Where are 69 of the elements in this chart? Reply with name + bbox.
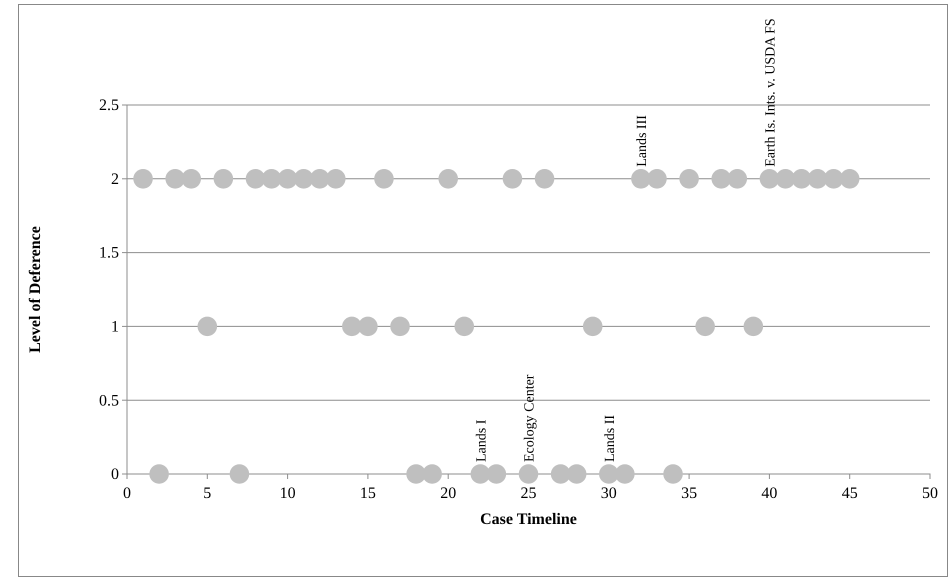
point xyxy=(422,464,442,484)
annotation: Lands III xyxy=(634,114,650,167)
point xyxy=(165,169,185,189)
x-tick-label: 25 xyxy=(520,485,536,502)
y-tick-label: 0 xyxy=(111,466,119,484)
y-tick-label: 2.5 xyxy=(99,97,119,114)
point xyxy=(566,464,586,484)
x-tick-label: 0 xyxy=(123,485,131,502)
point xyxy=(792,169,812,189)
x-tick-label: 50 xyxy=(922,485,938,502)
point xyxy=(278,169,298,189)
x-tick-label: 20 xyxy=(440,485,456,502)
point xyxy=(246,169,266,189)
point xyxy=(438,169,458,189)
x-tick-label: 45 xyxy=(842,485,858,502)
point xyxy=(470,464,490,484)
point xyxy=(728,169,748,189)
point xyxy=(486,464,506,484)
y-tick-label: 0.5 xyxy=(99,392,119,410)
point xyxy=(518,464,538,484)
point xyxy=(342,316,362,336)
point xyxy=(358,316,378,336)
point xyxy=(695,316,715,336)
point xyxy=(133,169,153,189)
point xyxy=(711,169,731,189)
x-tick-label: 5 xyxy=(203,485,212,502)
point xyxy=(615,464,635,484)
point xyxy=(808,169,828,189)
annotation: Lands I xyxy=(474,419,490,462)
y-tick-label: 2 xyxy=(111,170,119,188)
x-tick-label: 10 xyxy=(280,485,296,502)
y-tick-label: 1 xyxy=(111,318,119,336)
point xyxy=(198,316,218,336)
x-tick-label: 15 xyxy=(360,485,376,502)
point xyxy=(582,316,603,336)
point xyxy=(776,169,796,189)
point xyxy=(824,169,844,189)
y-axis-title: Level of Deference xyxy=(27,226,44,353)
point xyxy=(599,464,619,484)
point xyxy=(550,464,570,484)
point xyxy=(744,316,764,336)
annotation: Ecology Center xyxy=(522,374,538,462)
point xyxy=(534,169,554,189)
point xyxy=(406,464,426,484)
point xyxy=(454,316,474,336)
point xyxy=(390,316,410,336)
annotation: Earth Is. Ints. v. USDA FS xyxy=(763,18,778,167)
x-tick-label: 40 xyxy=(761,485,778,502)
point xyxy=(181,169,202,189)
point xyxy=(840,169,860,189)
point xyxy=(326,169,346,189)
x-tick-label: 35 xyxy=(681,485,698,502)
point xyxy=(760,169,780,189)
point xyxy=(647,169,667,189)
y-tick-label: 1.5 xyxy=(99,244,119,262)
x-tick-label: 30 xyxy=(600,485,617,502)
point xyxy=(294,169,314,189)
point xyxy=(631,169,651,189)
point xyxy=(230,464,250,484)
point xyxy=(149,464,169,484)
point xyxy=(262,169,282,189)
point xyxy=(374,169,394,189)
point xyxy=(310,169,330,189)
annotation: Lands II xyxy=(602,414,618,462)
point xyxy=(502,169,522,189)
point xyxy=(214,169,234,189)
x-axis-title: Case Timeline xyxy=(480,511,577,528)
point xyxy=(663,464,683,484)
point xyxy=(679,169,699,189)
